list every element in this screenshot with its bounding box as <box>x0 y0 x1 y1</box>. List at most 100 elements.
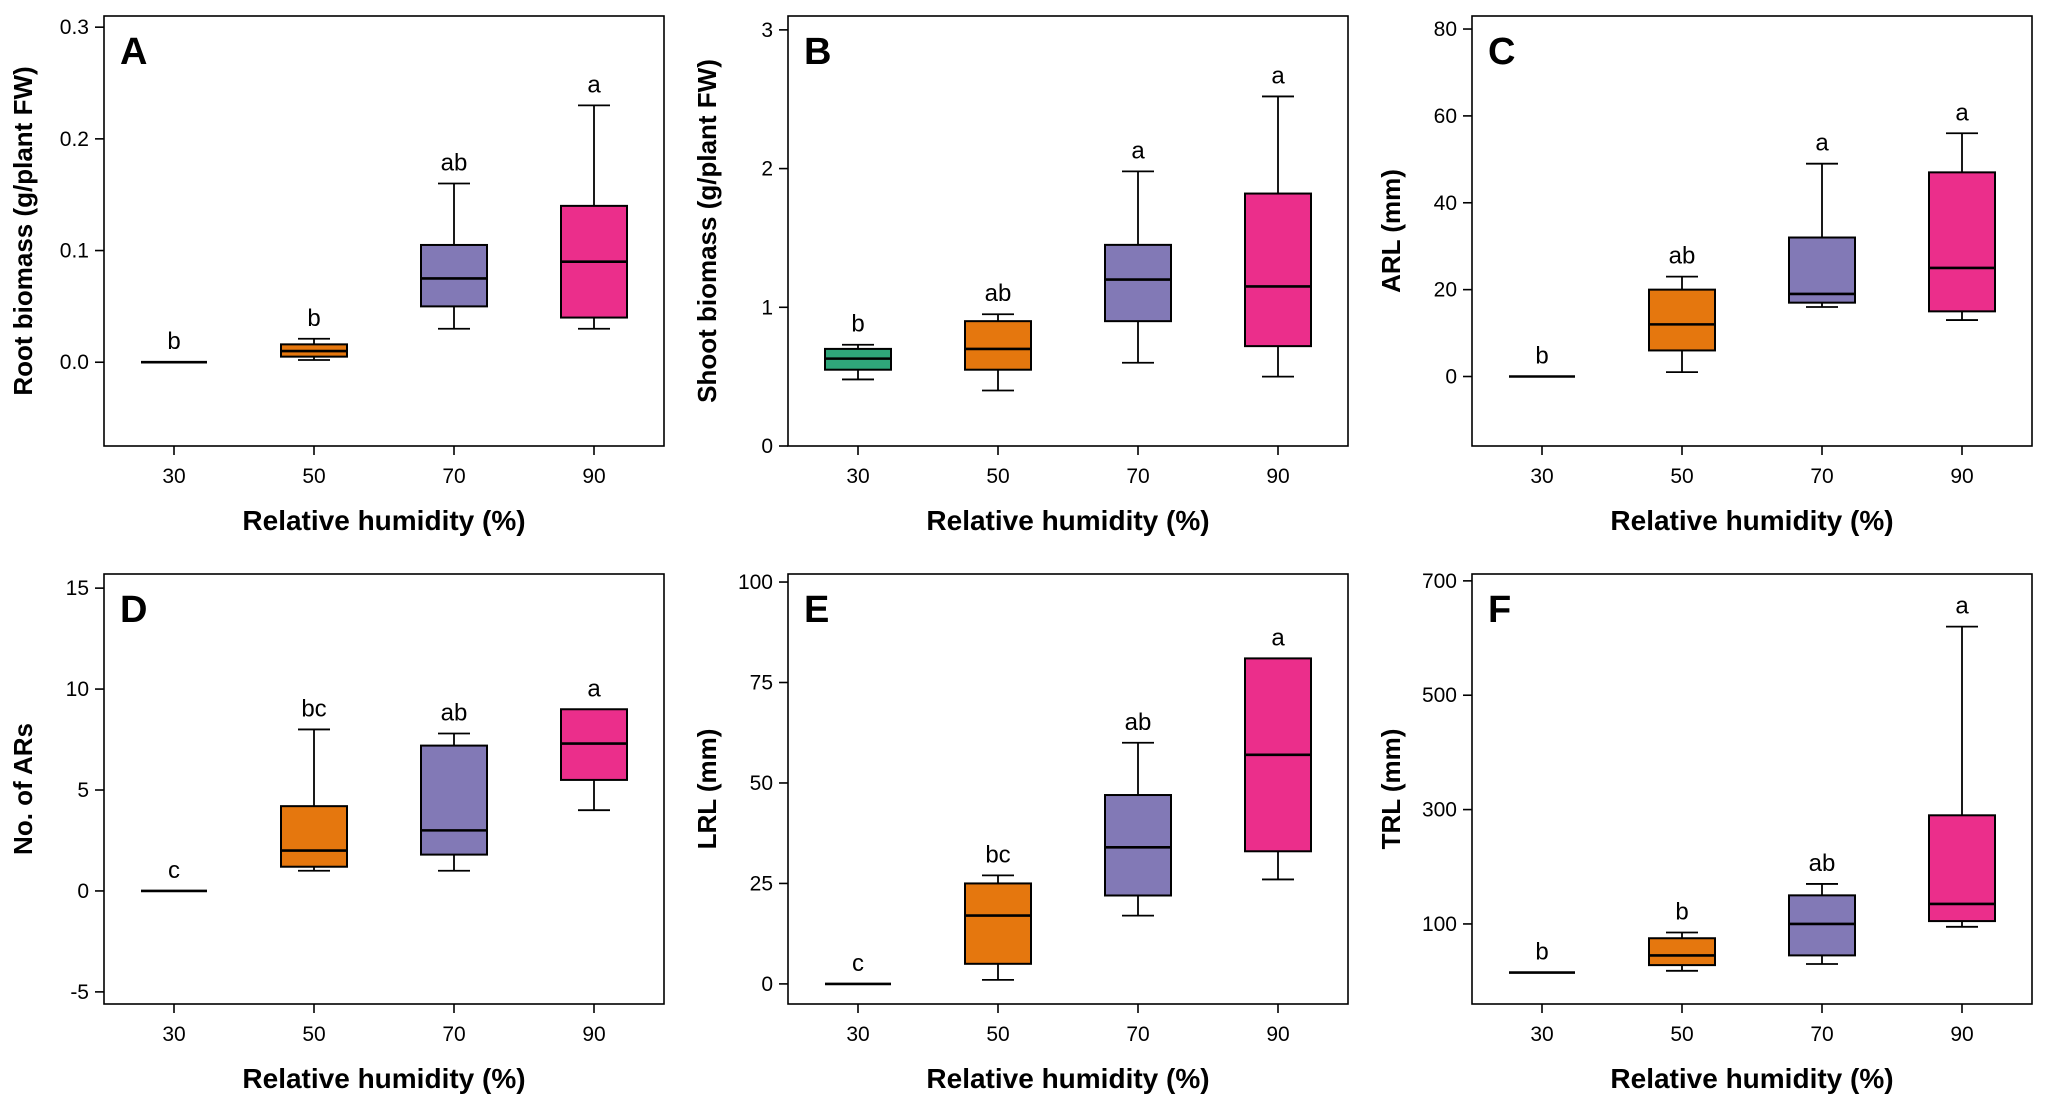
x-tick-label: 70 <box>442 1023 465 1046</box>
y-tick-label: 10 <box>66 678 89 701</box>
x-tick-label: 90 <box>1266 465 1289 488</box>
boxplot-panel-b-chart: 0 1 2 3 30 50 70 90 Relative humidity (%) Shoot b… <box>692 15 1349 536</box>
iqr-box <box>1928 171 1996 313</box>
y-tick-label: 3 <box>761 19 773 42</box>
y-tick-label: 0.1 <box>60 240 89 263</box>
x-axis: 30 50 70 90 <box>846 1004 1290 1046</box>
x-tick-label: 50 <box>1670 465 1693 488</box>
boxplot-70 <box>1788 162 1856 308</box>
x-tick-label: 30 <box>162 1023 185 1046</box>
boxplot-panel-c-chart: 0 20 40 60 80 30 50 70 90 Relative humidity (%) AR… <box>1376 15 2033 536</box>
x-axis: 30 50 70 90 <box>162 446 606 488</box>
sig-letter-70: a <box>1131 137 1145 164</box>
y-tick-label: 100 <box>1422 913 1457 936</box>
sig-letter-30: c <box>852 950 864 977</box>
x-tick-label: 70 <box>442 465 465 488</box>
y-tick-label: 20 <box>1434 279 1457 302</box>
x-tick-label: 70 <box>1126 465 1149 488</box>
panel-c: 0 20 40 60 80 30 50 70 90 Relative humidity (%) AR… <box>1368 0 2052 558</box>
iqr-box <box>1648 937 1716 967</box>
iqr-box <box>280 805 348 868</box>
boxplot-panel-d-chart: -5 0 5 10 15 30 50 70 90 Relative humidity (%) No.… <box>8 573 665 1094</box>
iqr-box <box>1104 243 1172 323</box>
iqr-box <box>1104 794 1172 897</box>
sig-letter-70: ab <box>1809 850 1836 877</box>
y-axis: 0 25 50 75 100 <box>738 571 788 996</box>
boxplot-90 <box>1244 95 1312 378</box>
x-tick-label: 70 <box>1810 465 1833 488</box>
x-tick-label: 90 <box>1266 1023 1289 1046</box>
x-tick-label: 50 <box>986 1023 1009 1046</box>
y-axis-label: ARL (mm) <box>1376 169 1406 293</box>
x-tick-label: 30 <box>846 1023 869 1046</box>
boxplot-30 <box>824 343 892 381</box>
sig-letter-90: a <box>1271 624 1285 651</box>
x-axis-label: Relative humidity (%) <box>1610 505 1893 536</box>
y-tick-label: 700 <box>1422 570 1457 593</box>
iqr-box <box>420 243 488 308</box>
sig-letter-70: a <box>1815 130 1829 157</box>
y-axis-label: TRL (mm) <box>1376 729 1406 850</box>
iqr-box <box>420 744 488 856</box>
sig-letter-50: b <box>1675 899 1688 926</box>
boxplot-90 <box>560 104 628 330</box>
y-axis-label: Shoot biomass (g/plant FW) <box>692 59 722 403</box>
y-tick-label: 0 <box>1445 366 1457 389</box>
y-tick-label: 300 <box>1422 799 1457 822</box>
sig-letter-50: bc <box>301 695 326 722</box>
y-tick-label: 500 <box>1422 684 1457 707</box>
sig-letter-50: b <box>307 305 320 332</box>
iqr-box <box>1788 894 1856 957</box>
x-axis-label: Relative humidity (%) <box>926 1063 1209 1094</box>
x-tick-label: 30 <box>1530 465 1553 488</box>
x-tick-label: 50 <box>302 465 325 488</box>
iqr-box <box>964 882 1032 965</box>
x-tick-label: 50 <box>1670 1023 1693 1046</box>
sig-letter-70: ab <box>441 699 468 726</box>
x-tick-label: 30 <box>1530 1023 1553 1046</box>
y-axis: 0 1 2 3 <box>761 19 788 458</box>
boxplot-50 <box>280 337 348 361</box>
y-axis-label: Root biomass (g/plant FW) <box>8 66 38 395</box>
panel-f: 100 300 500 700 30 50 70 90 Relative humidity (%… <box>1368 558 2052 1116</box>
sig-letter-30: b <box>167 328 180 355</box>
sig-letter-90: a <box>587 71 601 98</box>
x-axis: 30 50 70 90 <box>162 1004 606 1046</box>
plot-frame <box>1471 573 2033 1005</box>
y-tick-label: 0.2 <box>60 128 89 151</box>
sig-letter-90: a <box>1271 62 1285 89</box>
x-tick-label: 90 <box>1950 465 1973 488</box>
panel-letter: B <box>804 31 831 73</box>
boxplot-panel-a-chart: 0.0 0.1 0.2 0.3 30 50 70 90 Relative humidity (%… <box>8 15 665 536</box>
x-tick-label: 90 <box>582 1023 605 1046</box>
sig-letter-30: b <box>1535 939 1548 966</box>
boxplot-panel-e-chart: 0 25 50 75 100 30 50 70 90 Relative humidity (%) L… <box>692 571 1349 1094</box>
boxplot-70 <box>1104 741 1172 917</box>
y-tick-label: 80 <box>1434 18 1457 41</box>
x-tick-label: 70 <box>1126 1023 1149 1046</box>
iqr-box <box>1244 192 1312 348</box>
panel-d: -5 0 5 10 15 30 50 70 90 Relative humidity (%) No.… <box>0 558 684 1116</box>
iqr-box <box>1648 288 1716 352</box>
sig-letter-50: bc <box>985 841 1010 868</box>
panel-e: 0 25 50 75 100 30 50 70 90 Relative humidity (%) L… <box>684 558 1368 1116</box>
panel-letter: D <box>120 589 147 631</box>
x-tick-label: 30 <box>162 465 185 488</box>
y-axis: -5 0 5 10 15 <box>66 577 104 1004</box>
iqr-box <box>1788 236 1856 304</box>
x-axis-label: Relative humidity (%) <box>242 1063 525 1094</box>
x-tick-label: 90 <box>1950 1023 1973 1046</box>
boxplot-70 <box>1788 883 1856 965</box>
panel-letter: A <box>120 31 147 73</box>
boxplot-90 <box>1928 132 1996 321</box>
boxplot-50 <box>1648 931 1716 972</box>
y-tick-label: 60 <box>1434 105 1457 128</box>
y-tick-label: 25 <box>750 872 773 895</box>
boxplot-90 <box>1244 657 1312 881</box>
y-tick-label: 100 <box>738 571 773 594</box>
y-tick-label: -5 <box>70 981 89 1004</box>
sig-letter-90: a <box>587 675 601 702</box>
boxplot-90 <box>560 708 628 812</box>
sig-letter-90: a <box>1955 99 1969 126</box>
